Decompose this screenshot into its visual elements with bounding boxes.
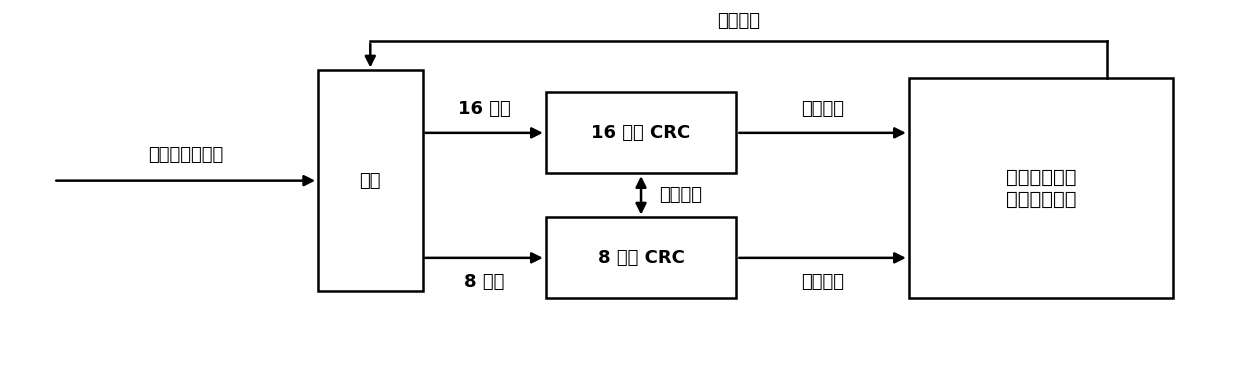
FancyBboxPatch shape: [545, 217, 736, 298]
Text: 最后结果: 最后结果: [802, 273, 844, 291]
Text: 结果选择比较
以及输出告警: 结果选择比较 以及输出告警: [1006, 167, 1077, 209]
Text: 8 比特: 8 比特: [463, 273, 504, 291]
Text: 转义以后的数据: 转义以后的数据: [149, 146, 223, 164]
FancyBboxPatch shape: [318, 70, 422, 291]
FancyBboxPatch shape: [545, 92, 736, 173]
Text: 中间结果: 中间结果: [659, 186, 703, 204]
FancyBboxPatch shape: [908, 78, 1173, 298]
Text: 最后结果: 最后结果: [802, 100, 844, 118]
Text: 16 比特 CRC: 16 比特 CRC: [591, 124, 690, 142]
Text: 16 比特: 16 比特: [457, 100, 510, 118]
Text: 选择控制: 选择控制: [717, 12, 761, 30]
Text: 选择: 选择: [359, 172, 382, 190]
Text: 8 比特 CRC: 8 比特 CRC: [597, 249, 684, 267]
